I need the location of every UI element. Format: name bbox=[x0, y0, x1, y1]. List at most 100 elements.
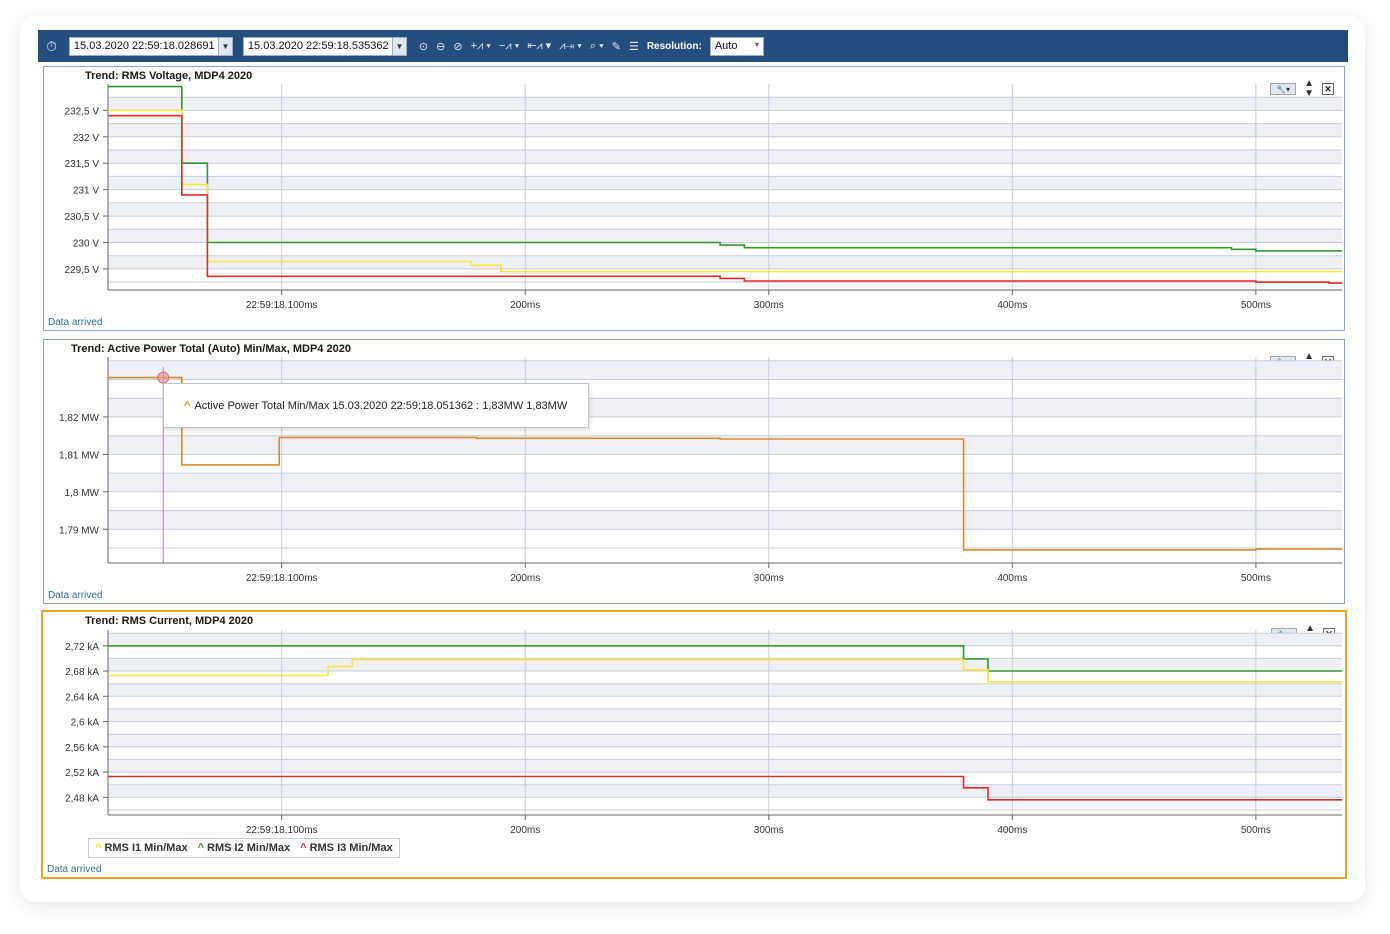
x-tick-label: 22:59:18.100ms bbox=[246, 825, 318, 836]
series-line-1 bbox=[108, 376, 1343, 551]
x-tick-label: 300ms bbox=[754, 300, 784, 311]
timer-icon[interactable]: ⊘ bbox=[453, 40, 463, 53]
y-tick-label: 229,5 V bbox=[65, 265, 100, 276]
y-tick-label: 232 V bbox=[73, 133, 99, 144]
y-tick-label: 1,8 MW bbox=[65, 488, 100, 499]
hover-marker bbox=[157, 371, 170, 384]
x-tick-label: 200ms bbox=[510, 573, 540, 584]
plot-band bbox=[108, 150, 1342, 164]
plot-band bbox=[108, 97, 1342, 111]
legend-item-i1[interactable]: ^ RMS I1 Min/Max bbox=[95, 842, 188, 854]
tooltip-series-icon: ^ bbox=[184, 399, 191, 412]
plot-band bbox=[108, 176, 1342, 190]
panel-settings-button[interactable]: 🔧▾ bbox=[1270, 83, 1297, 95]
resolution-label: Resolution: bbox=[646, 40, 702, 52]
plot-band bbox=[108, 360, 1342, 380]
plot-band bbox=[108, 658, 1342, 671]
panel-close-button[interactable]: ✕ bbox=[1322, 83, 1334, 95]
legend-label: RMS I2 Min/Max bbox=[207, 842, 291, 854]
y-tick-label: 2,48 kA bbox=[65, 793, 99, 804]
plot-band bbox=[108, 255, 1342, 269]
y-tick-label: 1,82 MW bbox=[59, 413, 100, 424]
panel-title: Trend: Active Power Total (Auto) Min/Max… bbox=[71, 343, 351, 355]
series-line-2 bbox=[108, 658, 1343, 683]
plot-band bbox=[108, 435, 1342, 455]
legend-marker-icon: ^ bbox=[95, 842, 102, 854]
series-line-1 bbox=[108, 644, 1343, 672]
panel-status: Data arrived bbox=[47, 864, 102, 875]
resolution-value: Auto bbox=[714, 40, 738, 52]
y-tick-label: 2,56 kA bbox=[65, 743, 99, 754]
panel-status: Data arrived bbox=[48, 590, 103, 601]
legend-marker-icon: ^ bbox=[300, 842, 307, 854]
play-icon[interactable]: ⊙ bbox=[418, 40, 429, 53]
y-tick-label: 1,81 MW bbox=[59, 450, 100, 461]
wave-remove-icon[interactable]: −⩘ ▾ bbox=[498, 39, 520, 52]
end-time-value: 15.03.2020 22:59:18.535362 bbox=[247, 40, 389, 52]
plot-band bbox=[108, 784, 1342, 798]
wave-add-icon[interactable]: +⩘ ▾ bbox=[470, 39, 491, 52]
x-tick-label: 300ms bbox=[754, 825, 784, 836]
plot-band bbox=[108, 734, 1342, 747]
y-tick-label: 2,52 kA bbox=[65, 768, 99, 779]
y-tick-label: 230 V bbox=[73, 238, 99, 249]
toolbar: ⏱ 15.03.2020 22:59:18.028691 ▼ 15.03.202… bbox=[38, 30, 1348, 62]
start-time-value: 15.03.2020 22:59:18.028691 bbox=[73, 40, 215, 52]
panel-move-icon[interactable]: ▲▼ bbox=[1304, 78, 1314, 99]
wave-right-icon[interactable]: ⩘⇥ ▾ bbox=[559, 39, 582, 52]
plot-band bbox=[108, 759, 1342, 773]
resolution-select[interactable]: Auto ▾ bbox=[709, 36, 764, 56]
history-icon[interactable]: ⊖ bbox=[436, 40, 446, 53]
x-tick-label: 500ms bbox=[1241, 573, 1271, 584]
x-tick-label: 400ms bbox=[997, 825, 1027, 836]
panel-status: Data arrived bbox=[48, 317, 103, 328]
x-tick-label: 22:59:18.100ms bbox=[246, 300, 318, 311]
wrench-icon[interactable]: ✎ bbox=[611, 40, 621, 53]
x-tick-label: 500ms bbox=[1241, 300, 1271, 311]
legend-label: RMS I1 Min/Max bbox=[104, 842, 188, 854]
y-tick-label: 2,64 kA bbox=[65, 692, 99, 703]
legend-label: RMS I3 Min/Max bbox=[309, 842, 393, 854]
y-tick-label: 232,5 V bbox=[65, 106, 100, 117]
list-icon[interactable]: ☰ bbox=[628, 40, 639, 53]
data-tooltip: ^ Active Power Total Min/Max 15.03.2020 … bbox=[163, 383, 589, 428]
legend-item-i2[interactable]: ^ RMS I2 Min/Max bbox=[198, 842, 291, 854]
panel-controls: 🔧▾ ▲▼ ✕ bbox=[1270, 79, 1334, 99]
y-tick-label: 230,5 V bbox=[65, 212, 100, 223]
clock-icon[interactable]: ⏱ bbox=[46, 38, 57, 54]
plot-band bbox=[108, 633, 1342, 646]
y-tick-label: 231,5 V bbox=[65, 159, 100, 170]
plot-band bbox=[108, 708, 1342, 722]
end-time-input[interactable]: 15.03.2020 22:59:18.535362 ▼ bbox=[242, 36, 407, 56]
plot-band bbox=[108, 229, 1342, 243]
legend-item-i3[interactable]: ^ RMS I3 Min/Max bbox=[300, 842, 393, 854]
x-tick-label: 22:59:18.100ms bbox=[246, 573, 318, 584]
x-tick-label: 300ms bbox=[754, 573, 784, 584]
x-tick-label: 400ms bbox=[997, 300, 1027, 311]
legend-marker-icon: ^ bbox=[197, 842, 204, 854]
start-time-dropdown-icon[interactable]: ▼ bbox=[217, 37, 232, 55]
series-line-1 bbox=[108, 85, 1343, 252]
y-tick-label: 1,79 MW bbox=[59, 525, 100, 536]
y-tick-label: 231 V bbox=[73, 186, 99, 197]
y-tick-label: 2,68 kA bbox=[65, 667, 99, 678]
panel-title: Trend: RMS Voltage, MDP4 2020 bbox=[85, 70, 253, 82]
series-line-3 bbox=[108, 775, 1343, 801]
x-tick-label: 200ms bbox=[510, 300, 540, 311]
end-time-dropdown-icon[interactable]: ▼ bbox=[391, 37, 406, 55]
plot-band bbox=[108, 683, 1342, 697]
plot-band bbox=[108, 510, 1342, 530]
x-tick-label: 200ms bbox=[510, 825, 540, 836]
start-time-input[interactable]: 15.03.2020 22:59:18.028691 ▼ bbox=[68, 36, 233, 56]
panel-title: Trend: RMS Current, MDP4 2020 bbox=[85, 615, 254, 627]
x-tick-label: 400ms bbox=[997, 573, 1027, 584]
x-tick-label: 500ms bbox=[1241, 825, 1271, 836]
plot-band bbox=[108, 202, 1342, 217]
plot-band bbox=[108, 123, 1342, 137]
series-line-3 bbox=[108, 114, 1343, 284]
wave-left-icon[interactable]: ⇤⩘ ▾ bbox=[527, 40, 552, 52]
zoom-icon[interactable]: ⌕ ▾ bbox=[589, 39, 604, 52]
chevron-down-icon: ▾ bbox=[754, 39, 759, 49]
chart-legend: ^ RMS I1 Min/Max ^ RMS I2 Min/Max ^ RMS … bbox=[88, 838, 400, 858]
